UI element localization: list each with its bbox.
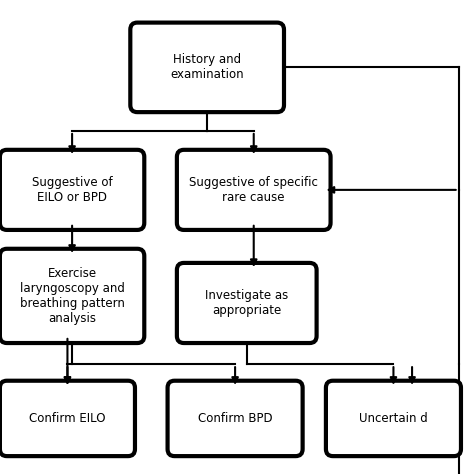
Text: Confirm EILO: Confirm EILO [29,412,106,425]
FancyBboxPatch shape [177,263,317,343]
Text: Confirm BPD: Confirm BPD [198,412,273,425]
FancyBboxPatch shape [177,150,330,230]
FancyBboxPatch shape [0,381,135,456]
Text: Investigate as
appropriate: Investigate as appropriate [205,289,288,317]
Text: Suggestive of
EILO or BPD: Suggestive of EILO or BPD [32,176,112,204]
Text: History and
examination: History and examination [170,54,244,82]
FancyBboxPatch shape [0,249,144,343]
FancyBboxPatch shape [168,381,302,456]
FancyBboxPatch shape [326,381,461,456]
FancyBboxPatch shape [130,23,284,112]
Text: Uncertain d: Uncertain d [359,412,428,425]
Text: Suggestive of specific
rare cause: Suggestive of specific rare cause [189,176,318,204]
FancyBboxPatch shape [0,150,144,230]
Text: Exercise
laryngoscopy and
breathing pattern
analysis: Exercise laryngoscopy and breathing patt… [19,267,125,325]
